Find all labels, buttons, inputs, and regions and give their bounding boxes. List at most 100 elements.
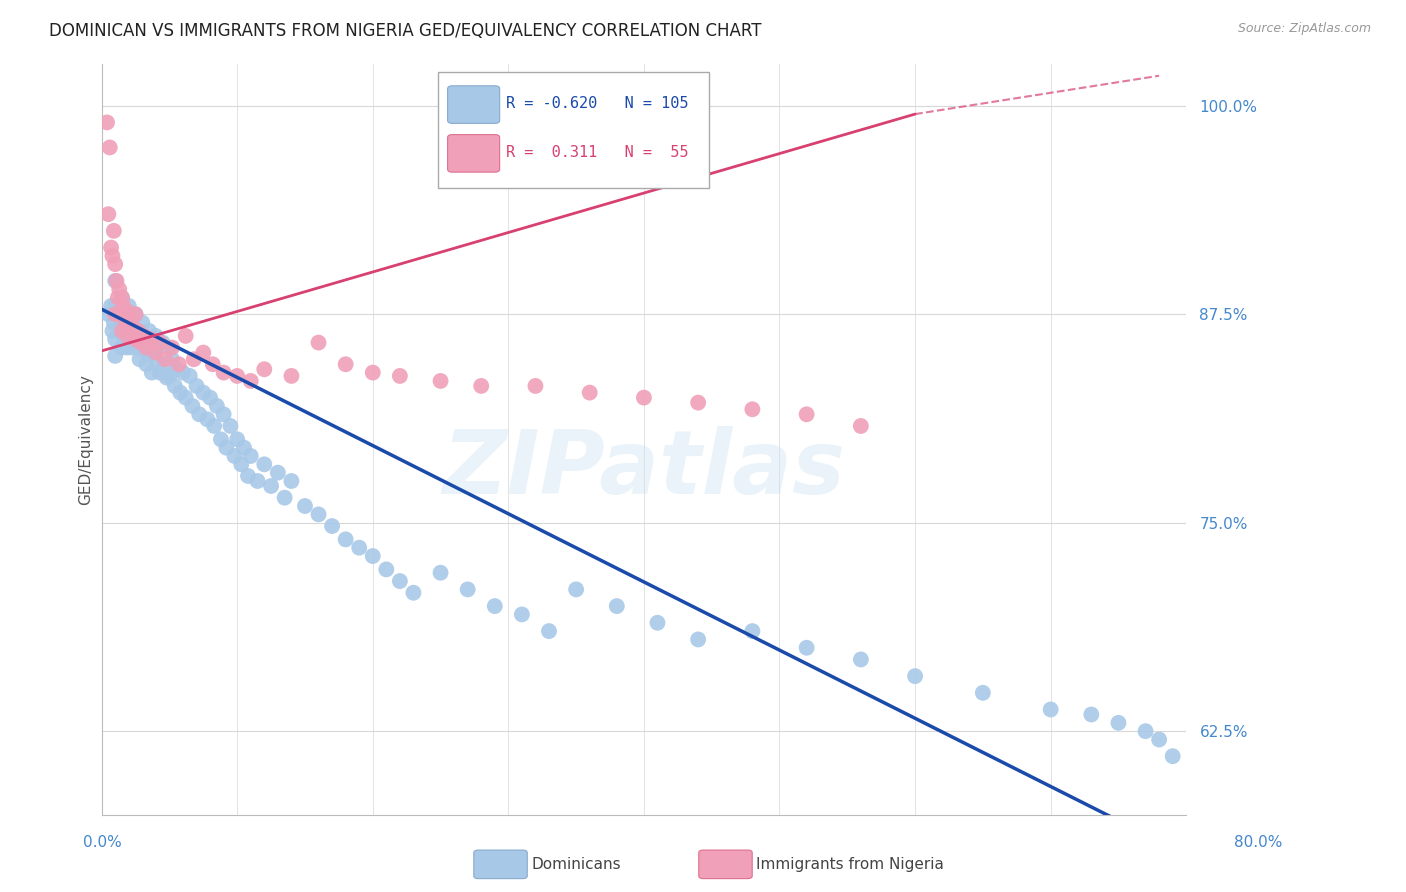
Point [1080,707,1102,722]
Point [231,458,253,472]
Point [115,316,138,330]
Point [163,379,186,393]
Point [470,379,492,393]
Point [139,341,162,355]
Point [111,324,134,338]
Point [124,339,146,353]
Point [125,324,148,338]
Point [98,140,121,154]
Point [118,299,141,313]
Point [537,624,560,639]
Point [145,352,167,367]
Point [1135,724,1157,739]
Point [205,399,228,413]
Point [388,368,411,383]
Point [145,345,167,359]
Point [149,366,172,380]
Point [169,385,191,400]
Point [565,582,588,597]
Point [172,366,194,380]
Point [146,341,169,355]
Point [361,549,384,563]
Point [484,599,506,613]
Point [134,343,156,358]
Point [212,407,235,421]
Point [128,352,150,367]
Point [129,335,152,350]
Point [195,412,218,426]
Point [104,332,127,346]
FancyBboxPatch shape [447,86,499,123]
FancyBboxPatch shape [437,71,709,188]
Point [112,299,135,313]
Point [226,432,249,446]
Point [219,419,242,434]
Point [117,341,139,355]
Text: 0.0%: 0.0% [83,836,122,850]
Point [198,391,221,405]
Point [578,385,600,400]
Point [139,332,162,346]
Point [215,441,238,455]
Point [157,341,180,355]
Point [127,341,149,355]
Point [105,274,128,288]
Point [104,257,127,271]
Point [121,341,143,355]
Point [273,491,295,505]
Point [308,508,330,522]
Point [647,615,669,630]
Point [103,316,125,330]
Point [132,329,155,343]
Point [188,407,211,421]
Point [239,374,262,388]
Point [114,332,136,346]
Point [120,332,142,346]
Point [174,391,197,405]
Point [100,299,122,313]
Text: 80.0%: 80.0% [1234,836,1282,850]
Point [280,474,302,488]
Point [155,352,177,367]
Point [972,686,994,700]
Point [741,624,763,639]
Point [347,541,370,555]
Point [124,332,146,346]
Point [688,632,710,647]
Point [904,669,927,683]
Point [142,345,165,359]
Point [294,499,316,513]
Point [361,366,384,380]
Point [165,362,187,376]
Point [111,291,134,305]
Point [246,474,269,488]
Point [239,449,262,463]
Point [160,352,183,367]
Point [224,449,246,463]
Point [112,307,135,321]
Point [1107,715,1129,730]
Point [117,329,139,343]
Text: Dominicans: Dominicans [531,857,621,871]
Point [111,341,134,355]
Y-axis label: GED/Equivalency: GED/Equivalency [79,374,93,505]
Point [202,419,225,434]
Point [107,307,129,321]
Point [107,291,129,305]
Text: R = -0.620   N = 105: R = -0.620 N = 105 [506,96,689,112]
Point [688,395,710,409]
Point [209,432,232,446]
Point [108,324,131,338]
Point [183,352,205,367]
Point [138,324,160,338]
Point [141,366,163,380]
Point [796,407,818,421]
Point [741,402,763,417]
Point [111,291,134,305]
Point [145,329,167,343]
Point [429,566,451,580]
Point [120,316,142,330]
Point [335,357,357,371]
Point [633,391,655,405]
Point [115,316,138,330]
